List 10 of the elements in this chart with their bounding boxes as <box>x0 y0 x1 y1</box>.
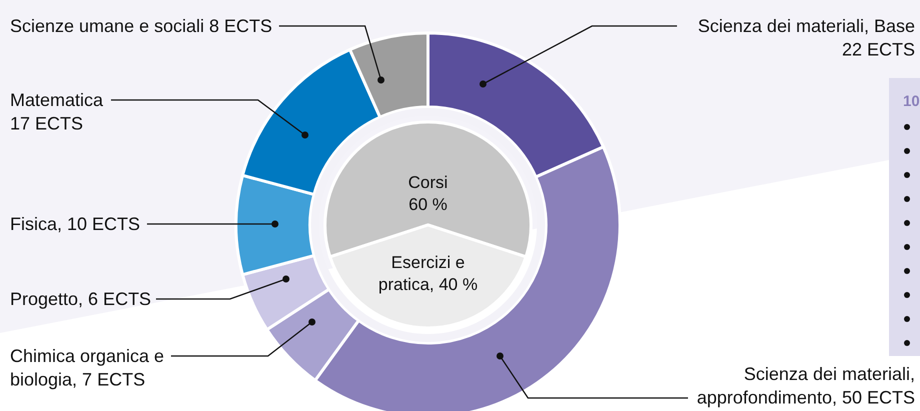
slice-label: Fisica, 10 ECTS <box>10 214 140 234</box>
slice-label: Esercizi e pratica, 40 % <box>378 253 478 294</box>
slice-label: Scienza dei materiali, approfondimento, 50 ECTS <box>696 364 915 408</box>
slice-label: Progetto, 6 ECTS <box>10 289 152 309</box>
slice-label: Corsi 60 % <box>408 173 448 214</box>
slice-label: Scienze umane e sociali 8 ECTS <box>10 16 272 36</box>
slice-label: Scienza dei materiali, Base 22 ECTS <box>698 16 915 60</box>
slice-label: Chimica organica e biologia, 7 ECTS <box>10 346 164 390</box>
slice-label: Matematica 17 ECTS <box>10 90 104 134</box>
text: 10 <box>903 93 920 110</box>
